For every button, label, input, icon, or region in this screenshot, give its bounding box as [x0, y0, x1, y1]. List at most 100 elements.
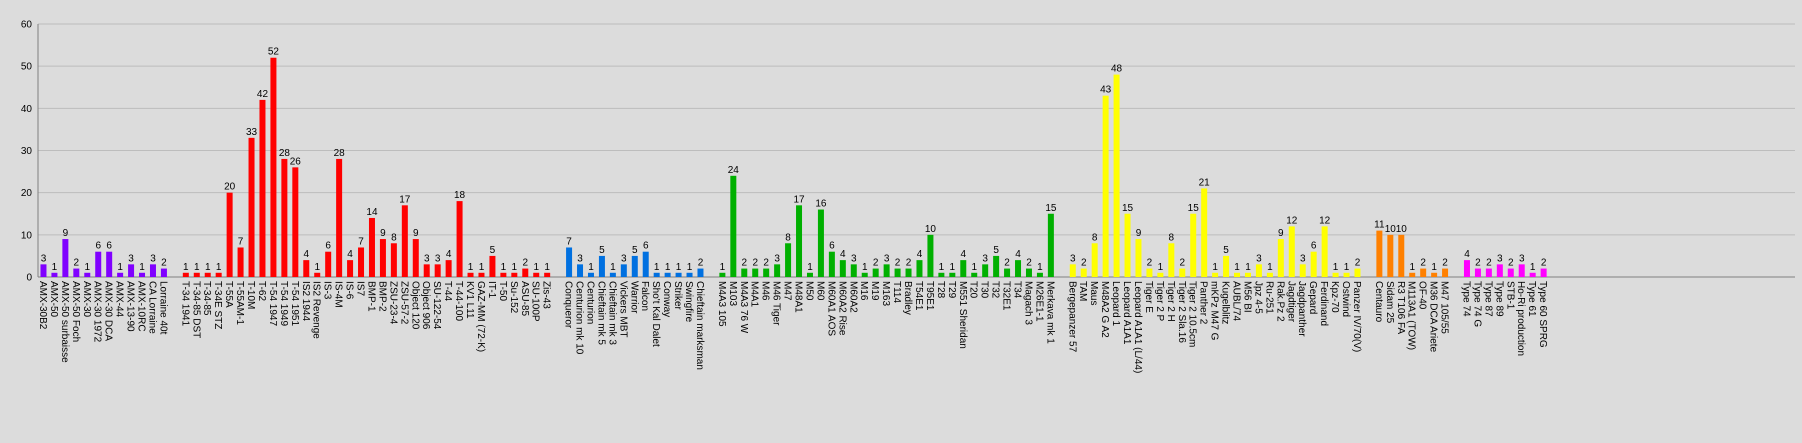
bar: [292, 167, 299, 277]
value-label: 3: [1300, 253, 1306, 264]
x-tick-label: Striker: [672, 281, 683, 311]
x-tick-label: Ho-Ri production: [1515, 281, 1526, 356]
value-label: 1: [84, 262, 90, 273]
x-tick-label: ZSU-23-4: [387, 281, 398, 325]
value-label: 2: [895, 258, 901, 269]
x-tick-label: Object 906: [420, 281, 431, 330]
value-label: 4: [1015, 249, 1021, 260]
x-tick-label: GAZ-MM (72-K): [475, 281, 486, 352]
x-tick-label: M56 BI: [1241, 281, 1252, 313]
value-label: 4: [917, 249, 923, 260]
y-tick-label: 20: [21, 188, 33, 199]
bar: [128, 264, 135, 277]
value-label: 21: [1199, 177, 1211, 188]
bar: [664, 272, 671, 277]
x-tick-label: T-44-100: [453, 281, 464, 321]
value-label: 16: [815, 199, 827, 210]
bar: [1157, 272, 1164, 277]
bar: [1036, 272, 1043, 277]
x-tick-label: M113A1 (TOW): [1406, 281, 1417, 350]
x-tick-label: Panther 2: [1198, 281, 1209, 325]
value-label: 12: [1286, 215, 1298, 226]
x-tick-label: Zis-43: [541, 281, 552, 309]
bar: [1376, 230, 1383, 277]
value-label: 8: [1092, 232, 1098, 243]
x-tick-label: IS-3: [322, 281, 333, 300]
x-tick-label: Swingfire: [683, 281, 694, 323]
x-tick-label: T114: [891, 281, 902, 303]
x-tick-label: Ostwind: [1340, 281, 1351, 317]
x-tick-label: Falcon: [639, 281, 650, 311]
value-label: 42: [257, 89, 269, 100]
value-label: 17: [793, 194, 805, 205]
value-label: 1: [1530, 262, 1536, 273]
bar: [1223, 255, 1230, 277]
value-label: 7: [238, 236, 244, 247]
x-tick-label: Centurion: [584, 281, 595, 324]
value-label: 7: [566, 236, 572, 247]
bar: [1244, 272, 1251, 277]
value-label: 6: [1311, 241, 1317, 252]
x-tick-label: AMX-30 DCA: [103, 281, 114, 341]
value-label: 5: [632, 245, 638, 256]
x-tick-label: T-55AM-1: [234, 281, 245, 325]
x-tick-label: AMX-50 Foch: [70, 281, 81, 342]
value-label: 1: [501, 262, 507, 273]
bar: [752, 268, 759, 277]
value-label: 1: [1333, 262, 1339, 273]
value-label: 1: [862, 262, 868, 273]
value-label: 20: [224, 182, 236, 193]
x-tick-label: Ferdinand: [1318, 281, 1329, 326]
x-tick-label: Tiger 2 P: [1154, 281, 1165, 322]
bar: [412, 239, 419, 277]
bar: [467, 272, 474, 277]
x-tick-label: TAM: [1077, 281, 1088, 301]
value-label: 2: [1486, 258, 1492, 269]
x-tick-label: AMX-30B2: [37, 281, 48, 330]
value-label: 2: [873, 258, 879, 269]
x-tick-label: AMX-44: [114, 281, 125, 318]
x-tick-label: IS2 Revenge: [311, 281, 322, 339]
value-label: 2: [161, 258, 167, 269]
value-label: 3: [1497, 253, 1503, 264]
bar: [817, 209, 824, 277]
bar: [1146, 268, 1153, 277]
x-tick-label: T-54 1951: [289, 281, 300, 326]
x-tick-label: T95E1: [924, 281, 935, 311]
bar: [1212, 272, 1219, 277]
bar: [1047, 213, 1054, 277]
bar: [697, 268, 704, 277]
y-tick-label: 40: [21, 104, 33, 115]
bar: [336, 158, 343, 277]
value-label: 2: [741, 258, 747, 269]
bar: [456, 201, 463, 277]
x-tick-label: Magach 3: [1022, 281, 1033, 325]
x-tick-label: M551 Sheridan: [957, 281, 968, 349]
bar: [533, 272, 540, 277]
value-label: 4: [303, 249, 309, 260]
bar: [598, 255, 605, 277]
x-tick-label: Tiger 2 10.5cm: [1187, 281, 1198, 347]
value-label: 15: [1122, 203, 1134, 214]
bar: [182, 272, 189, 277]
x-tick-label: T-34 1941: [179, 281, 190, 326]
bar: [949, 272, 956, 277]
bar: [347, 260, 354, 277]
bar: [139, 272, 146, 277]
x-tick-label: M60A2 Rise: [836, 281, 847, 336]
value-label: 1: [216, 262, 222, 273]
bar: [960, 260, 967, 277]
bar: [117, 272, 124, 277]
bar: [259, 99, 266, 278]
bar: [1387, 234, 1394, 277]
x-tick-label: M4A3 76 W: [738, 281, 749, 334]
value-label: 33: [246, 127, 258, 138]
bar: [642, 251, 649, 277]
bar: [1091, 243, 1098, 277]
value-label: 3: [982, 253, 988, 264]
value-label: 1: [654, 262, 660, 273]
value-label: 9: [1278, 228, 1284, 239]
bar: [686, 272, 693, 277]
bar: [325, 251, 332, 277]
bar: [358, 247, 365, 277]
